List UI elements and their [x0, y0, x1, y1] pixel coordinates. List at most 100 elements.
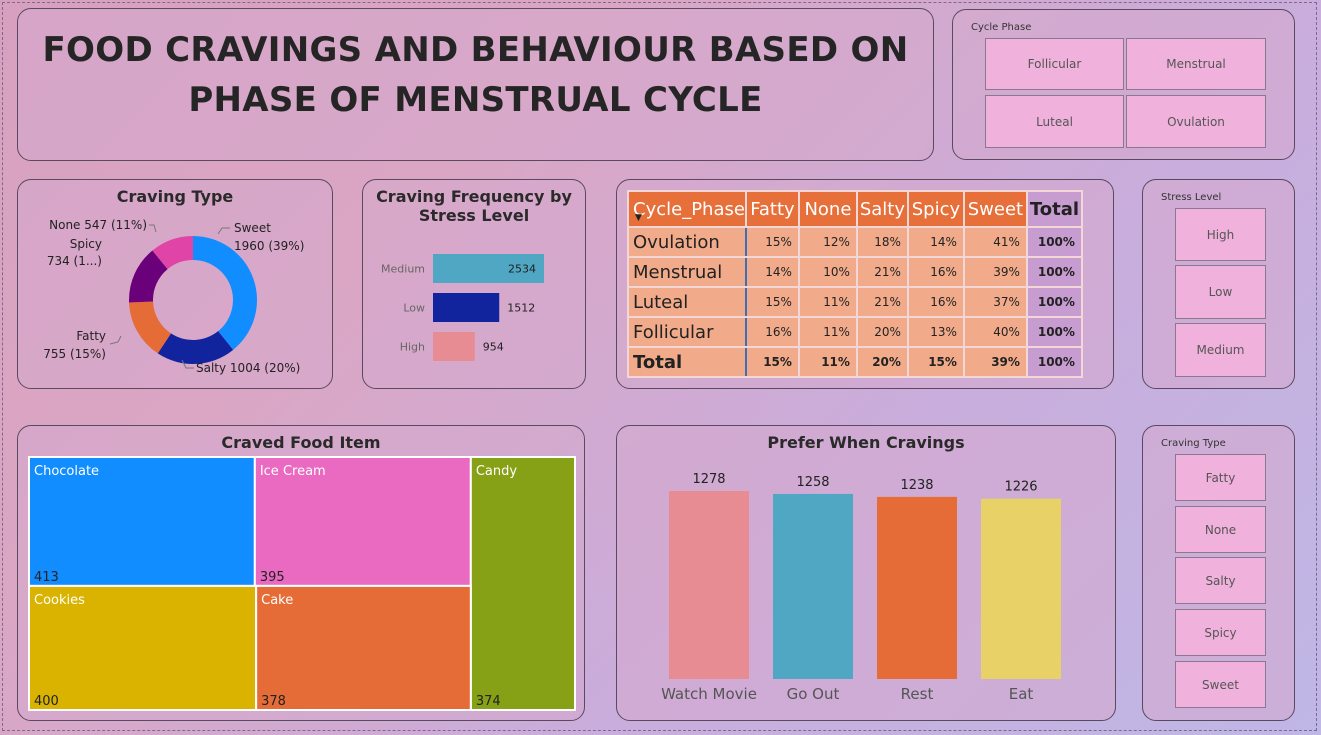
stress-bar-value-medium: 2534	[508, 263, 536, 276]
matrix-cell: 100%	[1025, 256, 1083, 288]
matrix-header-phase[interactable]: Cycle_Phase ▼	[627, 190, 747, 228]
matrix-header-spicy[interactable]: Spicy	[906, 190, 965, 228]
craving-type-option-sweet[interactable]: Sweet	[1175, 661, 1266, 708]
prefer-bar-label-eat: Eat	[1009, 685, 1034, 703]
stress-level-option-medium[interactable]: Medium	[1175, 323, 1266, 377]
treemap-cell-cake[interactable]	[255, 584, 472, 711]
stress-bar-low[interactable]	[433, 293, 500, 322]
matrix-cell: 16%	[744, 316, 800, 348]
matrix-row-label: Luteal	[627, 286, 747, 318]
treemap-value-cookies: 400	[34, 694, 59, 709]
matrix-cell: 21%	[855, 256, 909, 288]
craving-type-donut: Sweet 1960 (39%) Salty 1004 (20%) Fatty …	[43, 218, 304, 375]
matrix-cell: 11%	[797, 316, 858, 348]
page-title: FOOD CRAVINGS AND BEHAVIOUR BASED ON PHA…	[18, 25, 933, 125]
stress-level-option-high[interactable]: High	[1175, 208, 1266, 261]
matrix-header-total[interactable]: Total	[1025, 190, 1083, 228]
matrix-cell: 15%	[744, 226, 800, 258]
donut-label-spicy-value: 734 (1...)	[47, 254, 102, 268]
donut-slice-fatty[interactable]	[129, 301, 171, 354]
stress-level-slicer: Stress Level High Low Medium	[1142, 179, 1295, 389]
matrix-header-fatty[interactable]: Fatty	[744, 190, 800, 228]
cycle-phase-option-menstrual[interactable]: Menstrual	[1126, 38, 1266, 90]
title-line-2: PHASE OF MENSTRUAL CYCLE	[188, 80, 763, 120]
matrix-cell: 100%	[1025, 226, 1083, 258]
craved-food-treemap: Chocolate 413 Ice Cream 395 Candy 374 Cookies 4…	[28, 456, 577, 711]
cycle-phase-option-ovulation[interactable]: Ovulation	[1126, 95, 1266, 148]
matrix-cell: 100%	[1025, 316, 1083, 348]
stress-bar-value-low: 1512	[507, 302, 535, 315]
stress-bar-high[interactable]	[433, 332, 475, 361]
prefer-cravings-chart: 1278 Watch Movie 1258 Go Out 1238 Rest 1226 Eat	[661, 472, 1061, 703]
matrix-cell: 10%	[797, 256, 858, 288]
craving-type-option-none[interactable]: None	[1175, 506, 1266, 553]
treemap-label-chocolate: Chocolate	[34, 464, 99, 479]
matrix-row-total: Total 15% 11% 20% 15% 39% 100%	[627, 346, 1083, 378]
stress-bar-medium[interactable]	[433, 254, 544, 283]
donut-label-spicy-name: Spicy	[70, 237, 102, 251]
matrix-row-label: Follicular	[627, 316, 747, 348]
prefer-bar-eat[interactable]	[981, 498, 1061, 679]
treemap-cell-chocolate[interactable]	[28, 456, 256, 587]
craving-type-card: Craving Type Sweet 1960 (39%) Salty 1004…	[17, 179, 333, 389]
stress-frequency-title-line-2: Stress Level	[418, 206, 530, 225]
matrix-row-label: Ovulation	[627, 226, 747, 258]
matrix-header-sweet[interactable]: Sweet	[962, 190, 1028, 228]
donut-slice-salty[interactable]	[157, 331, 234, 364]
craving-type-option-spicy[interactable]: Spicy	[1175, 609, 1266, 656]
donut-slice-sweet[interactable]	[193, 236, 257, 350]
matrix-row-menstrual: Menstrual 14% 10% 21% 16% 39% 100%	[627, 256, 1083, 288]
matrix-cell: 40%	[962, 316, 1028, 348]
stress-bar-value-high: 954	[483, 341, 504, 354]
stress-level-option-low[interactable]: Low	[1175, 265, 1266, 319]
craved-food-card: Craved Food Item Chocolate 413 Ice Cream 39…	[17, 425, 585, 721]
treemap-label-cookies: Cookies	[34, 593, 85, 608]
matrix-header-salty[interactable]: Salty	[855, 190, 909, 228]
donut-slice-spicy[interactable]	[129, 250, 168, 303]
donut-slice-none[interactable]	[152, 236, 193, 270]
craving-type-option-fatty[interactable]: Fatty	[1175, 454, 1266, 501]
cycle-phase-option-follicular[interactable]: Follicular	[985, 38, 1124, 90]
prefer-bar-rest[interactable]	[877, 496, 957, 679]
matrix-row-label: Menstrual	[627, 256, 747, 288]
matrix-cell: 16%	[906, 256, 965, 288]
matrix-cell: 100%	[1025, 346, 1083, 378]
stress-frequency-title: Craving Frequency by Stress Level	[363, 187, 585, 225]
matrix-cell: 20%	[855, 316, 909, 348]
prefer-bar-watch-movie[interactable]	[669, 491, 749, 679]
matrix-cell: 16%	[906, 286, 965, 318]
title-card: FOOD CRAVINGS AND BEHAVIOUR BASED ON PHA…	[17, 8, 934, 161]
craved-food-title: Craved Food Item	[221, 433, 381, 452]
craving-type-slicer: Craving Type Fatty None Salty Spicy Swee…	[1142, 425, 1295, 721]
prefer-cravings-title: Prefer When Cravings	[767, 433, 965, 452]
craving-type-option-salty[interactable]: Salty	[1175, 557, 1266, 604]
treemap-cell-cookies[interactable]	[28, 584, 258, 711]
matrix-cell: 41%	[962, 226, 1028, 258]
matrix-cell: 21%	[855, 286, 909, 318]
matrix-cell: 11%	[797, 286, 858, 318]
matrix-row-luteal: Luteal 15% 11% 21% 16% 37% 100%	[627, 286, 1083, 318]
phase-matrix-card: Cycle_Phase ▼ Fatty None Salty Spicy Swe…	[616, 179, 1114, 389]
donut-label-fatty-name: Fatty	[76, 329, 106, 343]
cycle-phase-option-luteal[interactable]: Luteal	[985, 95, 1124, 148]
matrix-cell: 15%	[744, 346, 800, 378]
donut-label-fatty-value: 755 (15%)	[43, 347, 106, 361]
sort-down-icon: ▼	[635, 213, 642, 223]
prefer-bar-label-watch-movie: Watch Movie	[661, 685, 757, 703]
matrix-cell: 39%	[962, 346, 1028, 378]
prefer-bar-value-watch-movie: 1278	[692, 472, 725, 487]
matrix-cell: 18%	[855, 226, 909, 258]
matrix-row-ovulation: Ovulation 15% 12% 18% 14% 41% 100%	[627, 226, 1083, 258]
matrix-cell: 15%	[744, 286, 800, 318]
treemap-label-candy: Candy	[476, 464, 518, 479]
phase-matrix: Cycle_Phase ▼ Fatty None Salty Spicy Swe…	[627, 190, 1083, 378]
craving-type-title: Craving Type	[116, 187, 234, 206]
treemap-cell-candy[interactable]	[469, 456, 577, 711]
prefer-bar-go-out[interactable]	[773, 493, 853, 679]
matrix-row-label: Total	[627, 346, 747, 378]
donut-label-none: None 547 (11%)	[49, 218, 147, 232]
matrix-header-none[interactable]: None	[797, 190, 858, 228]
prefer-bar-value-rest: 1238	[900, 478, 933, 493]
prefer-bar-label-go-out: Go Out	[787, 685, 840, 703]
treemap-cell-ice-cream[interactable]	[253, 456, 472, 587]
